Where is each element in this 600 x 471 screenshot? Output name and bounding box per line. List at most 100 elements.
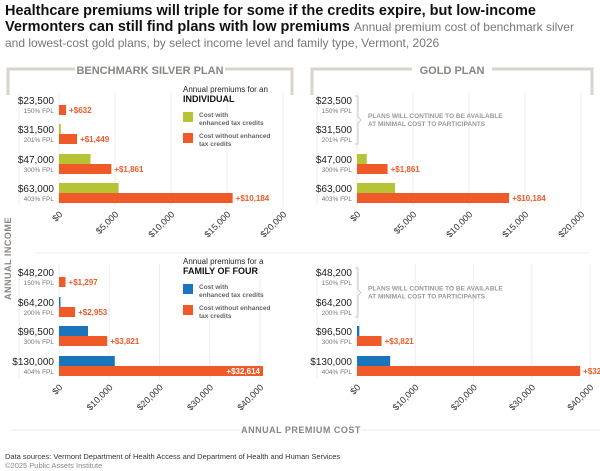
x-tick-label: $15,000 xyxy=(202,209,232,239)
chart-title-block: Healthcare premiums will triple for some… xyxy=(5,3,597,51)
increase-label: +$32,614 xyxy=(583,367,600,376)
header-bracket xyxy=(492,67,594,95)
header-bracket xyxy=(6,67,75,95)
income-label: $130,000 xyxy=(310,357,352,368)
panel-header: GOLD PLAN xyxy=(420,65,485,77)
legend-title: Annual premiums for an xyxy=(183,85,268,94)
increase-label: +$3,821 xyxy=(110,337,140,346)
fpl-label: 403% FPL xyxy=(24,196,55,203)
legend-label: tax credits xyxy=(199,313,232,320)
bar-without-credits xyxy=(59,307,76,317)
x-tick-label: $10,000 xyxy=(391,382,421,412)
bar-without-credits xyxy=(357,336,382,346)
increase-label: +$632 xyxy=(69,106,92,115)
x-tick-label: $20,000 xyxy=(556,209,586,239)
bar-without-credits xyxy=(59,164,112,174)
legend-swatch xyxy=(183,112,193,122)
source-note: Data sources: Vermont Department of Heal… xyxy=(5,452,341,461)
x-tick-label: $5,000 xyxy=(392,209,419,236)
bar-with-credits xyxy=(59,297,61,307)
increase-label: +$2,953 xyxy=(78,308,108,317)
x-tick-label: $40,000 xyxy=(235,382,265,412)
bar-without-credits xyxy=(357,164,388,174)
legend-title: Annual premiums for a xyxy=(183,257,264,266)
income-label: $96,500 xyxy=(316,327,353,338)
bar-with-credits xyxy=(59,356,115,366)
legend-label: Cost without enhanced xyxy=(199,133,271,140)
bar-with-credits xyxy=(357,183,396,193)
footer: Data sources: Vermont Department of Heal… xyxy=(5,452,340,470)
increase-label: +$1,861 xyxy=(114,165,144,174)
increase-label: +$1,297 xyxy=(69,278,99,287)
increase-label: +$32,614 xyxy=(226,367,260,376)
legend-swatch xyxy=(183,284,193,294)
fpl-label: 150% FPL xyxy=(24,280,55,287)
fpl-label: 300% FPL xyxy=(24,339,55,346)
fpl-label: 200% FPL xyxy=(322,310,353,317)
bar-without-credits xyxy=(59,366,263,376)
x-tick-label: $15,000 xyxy=(500,209,530,239)
x-tick-label: $40,000 xyxy=(565,382,595,412)
increase-label: +$1,861 xyxy=(391,165,421,174)
income-label: $64,200 xyxy=(316,298,353,309)
fpl-label: 403% FPL xyxy=(322,196,353,203)
bar-with-credits xyxy=(357,356,391,366)
legend-household: INDIVIDUAL xyxy=(183,94,235,104)
income-label: $23,500 xyxy=(316,96,353,107)
panel-header: BENCHMARK SILVER PLAN xyxy=(76,65,223,77)
income-label: $47,000 xyxy=(18,155,55,166)
income-label: $130,000 xyxy=(12,357,54,368)
increase-label: +$10,184 xyxy=(236,194,270,203)
bar-without-credits xyxy=(357,193,510,203)
fpl-label: 404% FPL xyxy=(322,369,353,376)
fpl-label: 200% FPL xyxy=(24,310,55,317)
income-label: $31,500 xyxy=(316,125,353,136)
legend-label: enhanced tax credits xyxy=(199,120,264,127)
copyright: ©2025 Public Assets Institute xyxy=(5,461,103,470)
bar-without-credits xyxy=(59,336,108,346)
bar-with-credits xyxy=(59,124,61,134)
income-label: $63,000 xyxy=(18,184,55,195)
header-bracket xyxy=(225,67,294,95)
bar-without-credits xyxy=(357,366,581,376)
annotation-bracket xyxy=(355,95,362,145)
legend-swatch xyxy=(183,305,193,315)
fpl-label: 201% FPL xyxy=(24,137,55,144)
increase-label: +$1,449 xyxy=(80,135,110,144)
fpl-label: 300% FPL xyxy=(322,339,353,346)
legend-label: Cost with xyxy=(199,112,228,119)
income-label: $23,500 xyxy=(18,96,55,107)
x-tick-label: $0 xyxy=(50,209,64,223)
x-tick-label: $5,000 xyxy=(94,209,121,236)
fpl-label: 201% FPL xyxy=(322,137,353,144)
annotation-bracket xyxy=(355,267,362,318)
income-label: $31,500 xyxy=(18,125,55,136)
bar-with-credits xyxy=(357,326,360,336)
income-label: $64,200 xyxy=(18,298,55,309)
x-tick-label: $10,000 xyxy=(146,209,176,239)
fpl-label: 404% FPL xyxy=(24,369,55,376)
income-label: $48,200 xyxy=(18,268,55,279)
x-tick-label: $0 xyxy=(348,209,362,223)
income-label: $48,200 xyxy=(316,268,353,279)
fpl-label: 150% FPL xyxy=(24,108,55,115)
annotation-text: PLANS WILL CONTINUE TO BE AVAILABLE xyxy=(368,286,503,293)
annotation-text: PLANS WILL CONTINUE TO BE AVAILABLE xyxy=(368,113,503,120)
x-tick-label: $10,000 xyxy=(85,382,115,412)
fpl-label: 150% FPL xyxy=(322,108,353,115)
legend-label: Cost without enhanced xyxy=(199,305,271,312)
legend-label: Cost with xyxy=(199,284,228,291)
chart-subtitle: Annual premium cost of benchmark silver … xyxy=(5,20,574,50)
x-tick-label: $20,000 xyxy=(258,209,288,239)
fpl-label: 150% FPL xyxy=(322,280,353,287)
legend-household: FAMILY OF FOUR xyxy=(183,266,259,276)
bar-without-credits xyxy=(59,193,233,203)
legend-swatch xyxy=(183,133,193,143)
chart-title: Healthcare premiums will triple for some… xyxy=(5,3,536,35)
x-axis-label: ANNUAL PREMIUM COST xyxy=(241,425,361,435)
bar-with-credits xyxy=(59,154,91,164)
x-tick-label: $0 xyxy=(50,382,64,396)
x-tick-label: $20,000 xyxy=(449,382,479,412)
